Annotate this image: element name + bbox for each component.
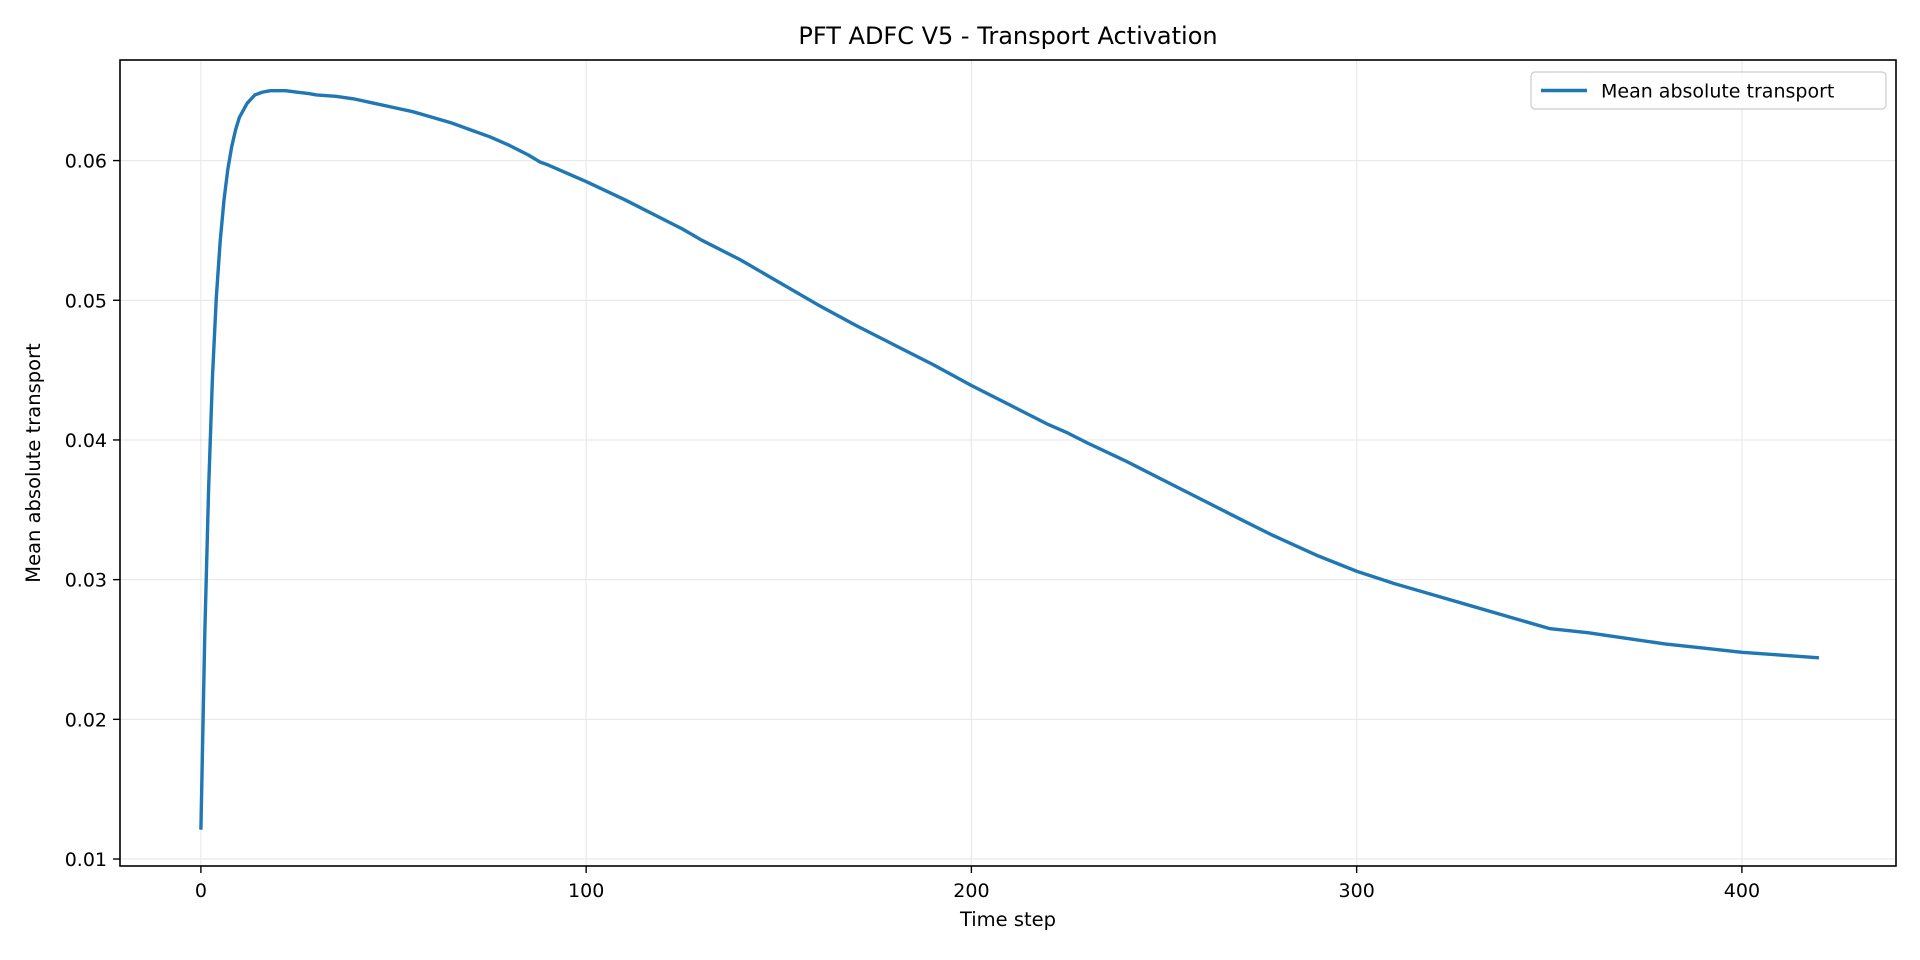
x-axis-label: Time step: [959, 908, 1056, 931]
x-tick-label: 200: [953, 880, 989, 902]
y-tick-label: 0.01: [65, 849, 107, 871]
series-line: [199, 89, 1820, 830]
y-tick-label: 0.04: [65, 430, 107, 452]
legend: Mean absolute transport: [1530, 71, 1887, 110]
x-tick-label: 300: [1339, 880, 1375, 902]
grid-lines: [120, 60, 1896, 866]
y-tick-label: 0.03: [65, 570, 107, 592]
y-tick-label: 0.05: [65, 290, 107, 312]
legend-box: [1530, 71, 1887, 110]
plot-frame: [119, 59, 1897, 867]
series-layer: [199, 89, 1820, 830]
x-tick-label: 0: [195, 880, 207, 902]
chart-title: PFT ADFC V5 - Transport Activation: [798, 22, 1217, 50]
y-tick-label: 0.02: [65, 709, 107, 731]
y-tick-label: 0.06: [65, 151, 107, 173]
y-axis-label: Mean absolute transport: [22, 343, 45, 583]
axis-ticks: 0 100 200 300 400 0.01 0.02 0.03 0.04 0.05 0.06: [65, 151, 1760, 902]
legend-label: Mean absolute transport: [1601, 81, 1834, 103]
x-tick-label: 400: [1724, 880, 1760, 902]
x-tick-label: 100: [568, 880, 604, 902]
